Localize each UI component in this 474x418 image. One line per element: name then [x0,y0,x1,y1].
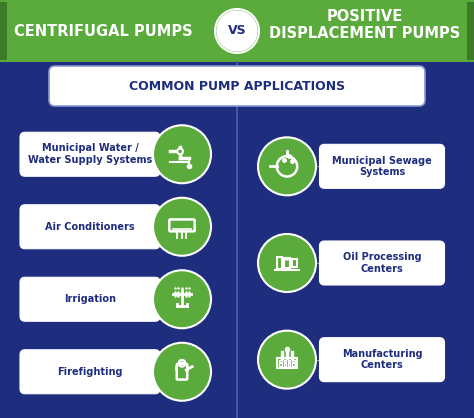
FancyBboxPatch shape [0,0,474,62]
Circle shape [258,331,316,389]
FancyBboxPatch shape [319,241,445,285]
FancyBboxPatch shape [20,205,160,249]
Circle shape [215,9,259,53]
Text: Irrigation: Irrigation [64,294,116,304]
Circle shape [153,343,211,401]
Text: Firefighting: Firefighting [57,367,123,377]
FancyBboxPatch shape [20,132,160,176]
Text: VS: VS [228,25,246,38]
Circle shape [153,198,211,256]
Circle shape [258,138,316,195]
Text: Municipal Water /
Water Supply Systems: Municipal Water / Water Supply Systems [28,143,152,165]
Text: CENTRIFUGAL PUMPS: CENTRIFUGAL PUMPS [14,23,192,38]
Text: Manufacturing
Centers: Manufacturing Centers [342,349,422,370]
FancyBboxPatch shape [0,2,7,60]
Text: Municipal Sewage
Systems: Municipal Sewage Systems [332,155,432,177]
FancyBboxPatch shape [20,277,160,321]
FancyBboxPatch shape [319,144,445,189]
FancyBboxPatch shape [319,338,445,382]
Circle shape [153,125,211,183]
Text: POSITIVE
DISPLACEMENT PUMPS: POSITIVE DISPLACEMENT PUMPS [269,9,460,41]
Text: Oil Processing
Centers: Oil Processing Centers [343,252,421,274]
Circle shape [153,270,211,328]
FancyBboxPatch shape [467,2,474,60]
Circle shape [258,234,316,292]
Circle shape [177,148,183,154]
Circle shape [217,11,257,51]
FancyBboxPatch shape [49,66,425,106]
FancyBboxPatch shape [20,350,160,394]
Text: Air Conditioners: Air Conditioners [45,222,135,232]
Text: COMMON PUMP APPLICATIONS: COMMON PUMP APPLICATIONS [129,79,345,92]
